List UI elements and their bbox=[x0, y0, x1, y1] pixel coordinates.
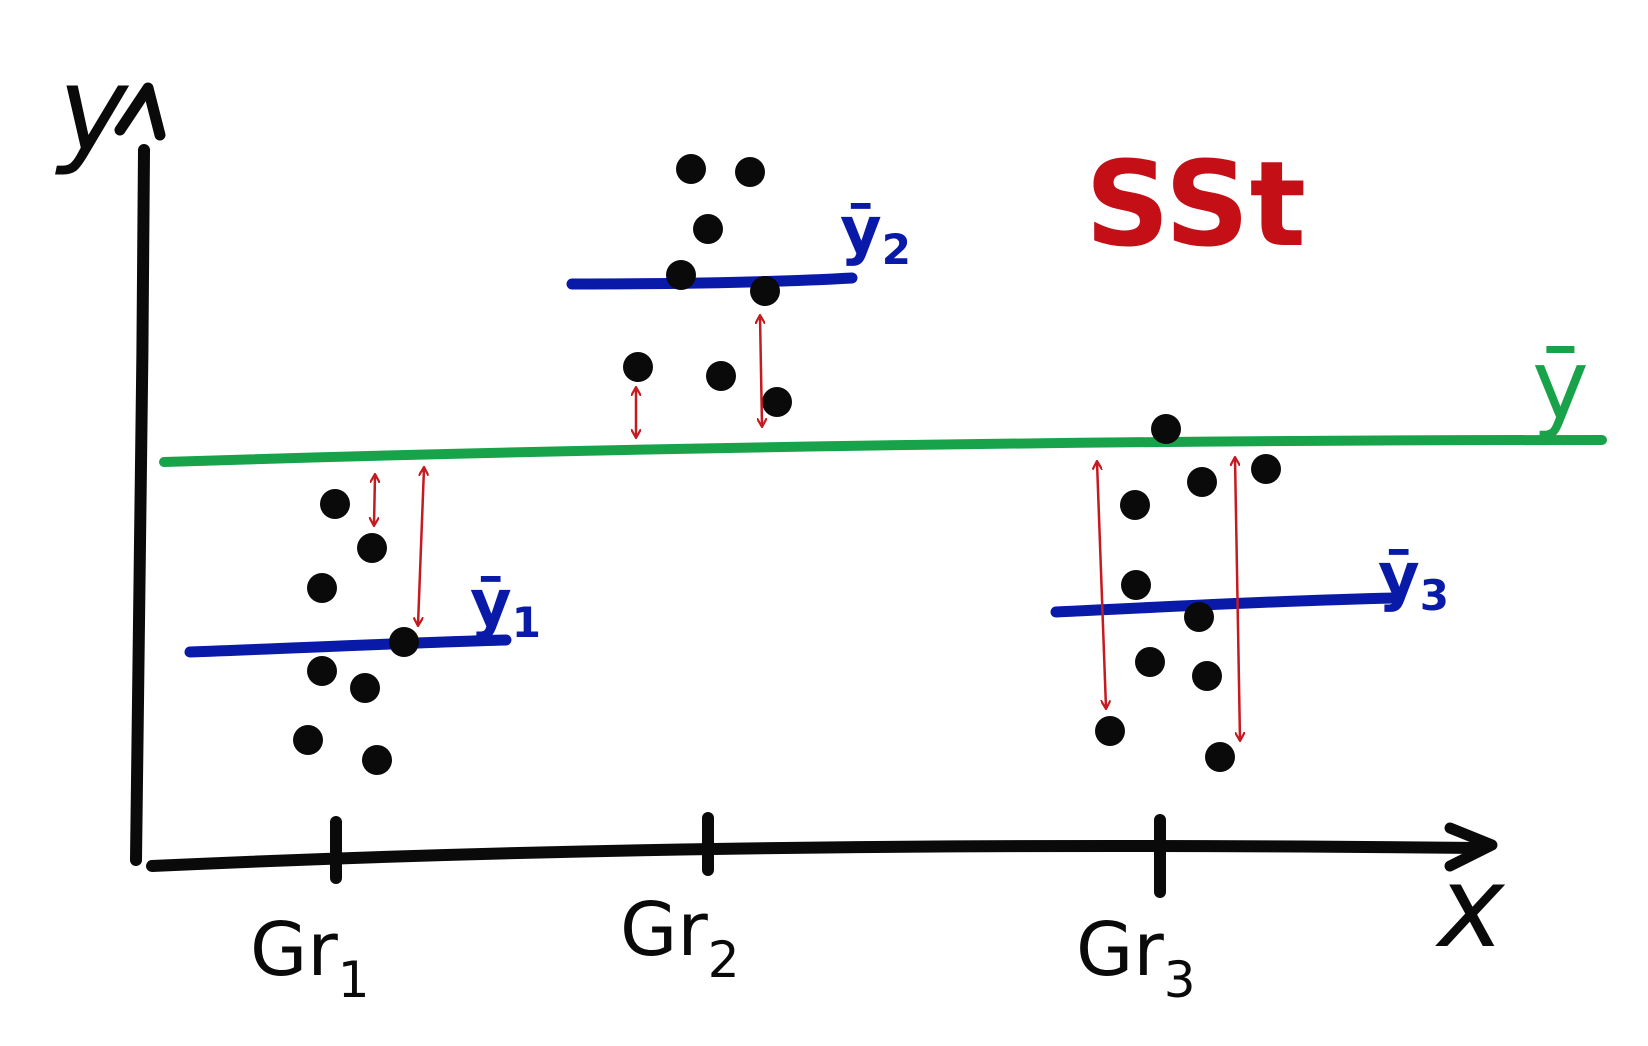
data-point bbox=[362, 745, 392, 775]
data-point bbox=[1251, 454, 1281, 484]
group-mean-label-3: ȳ3 bbox=[1378, 540, 1449, 620]
group-mean-line-2 bbox=[566, 272, 858, 290]
data-point bbox=[1121, 570, 1151, 600]
data-point bbox=[1184, 602, 1214, 632]
x-axis: x Gr1 Gr2 Gr3 bbox=[146, 812, 1506, 1009]
diagram-title: SSt bbox=[1085, 135, 1306, 273]
y-axis-label: y bbox=[55, 40, 130, 178]
data-point bbox=[666, 260, 696, 290]
data-point bbox=[1205, 742, 1235, 772]
data-point bbox=[320, 489, 350, 519]
data-point bbox=[762, 387, 792, 417]
grand-mean-line bbox=[159, 435, 1607, 467]
data-point bbox=[750, 276, 780, 306]
tick-label-gr2: Gr2 bbox=[620, 887, 740, 989]
x-axis-line bbox=[146, 840, 1486, 872]
deviation-arrows bbox=[374, 316, 1240, 740]
tick-label-gr3: Gr3 bbox=[1076, 907, 1196, 1009]
grand-mean: ȳ bbox=[159, 329, 1607, 467]
group-mean-label-1: ȳ1 bbox=[470, 567, 541, 647]
group-means: ȳ1 ȳ2 ȳ3 bbox=[184, 194, 1449, 658]
data-point bbox=[735, 157, 765, 187]
data-point bbox=[307, 656, 337, 686]
group-2-points bbox=[623, 154, 792, 417]
deviation-arrow bbox=[418, 468, 424, 625]
data-point bbox=[350, 673, 380, 703]
data-point bbox=[676, 154, 706, 184]
data-point bbox=[293, 725, 323, 755]
data-point bbox=[1120, 490, 1150, 520]
data-point bbox=[706, 361, 736, 391]
x-axis-arrowhead bbox=[1444, 822, 1498, 872]
y-axis-arrowhead bbox=[114, 82, 166, 141]
data-point bbox=[1135, 647, 1165, 677]
data-point bbox=[1192, 661, 1222, 691]
data-point bbox=[693, 214, 723, 244]
data-point bbox=[1151, 414, 1181, 444]
data-point bbox=[307, 573, 337, 603]
deviation-arrow bbox=[760, 316, 762, 426]
x-axis-label: x bbox=[1435, 843, 1506, 973]
data-point bbox=[1187, 467, 1217, 497]
data-point bbox=[1095, 716, 1125, 746]
group-mean-line-3 bbox=[1050, 592, 1402, 618]
data-point bbox=[623, 352, 653, 382]
data-point bbox=[357, 533, 387, 563]
deviation-arrow bbox=[1235, 458, 1240, 740]
group-3-points bbox=[1095, 414, 1281, 772]
group-1-points bbox=[293, 489, 419, 775]
group-mean-line-1 bbox=[184, 634, 512, 658]
y-axis-line bbox=[130, 144, 150, 866]
grand-mean-label: ȳ bbox=[1532, 329, 1589, 441]
group-mean-label-2: ȳ2 bbox=[840, 194, 911, 274]
data-point bbox=[389, 627, 419, 657]
y-axis: y bbox=[55, 40, 166, 866]
deviation-arrow bbox=[374, 475, 375, 525]
tick-label-gr1: Gr1 bbox=[250, 907, 370, 1009]
deviation-arrow bbox=[1097, 462, 1106, 708]
